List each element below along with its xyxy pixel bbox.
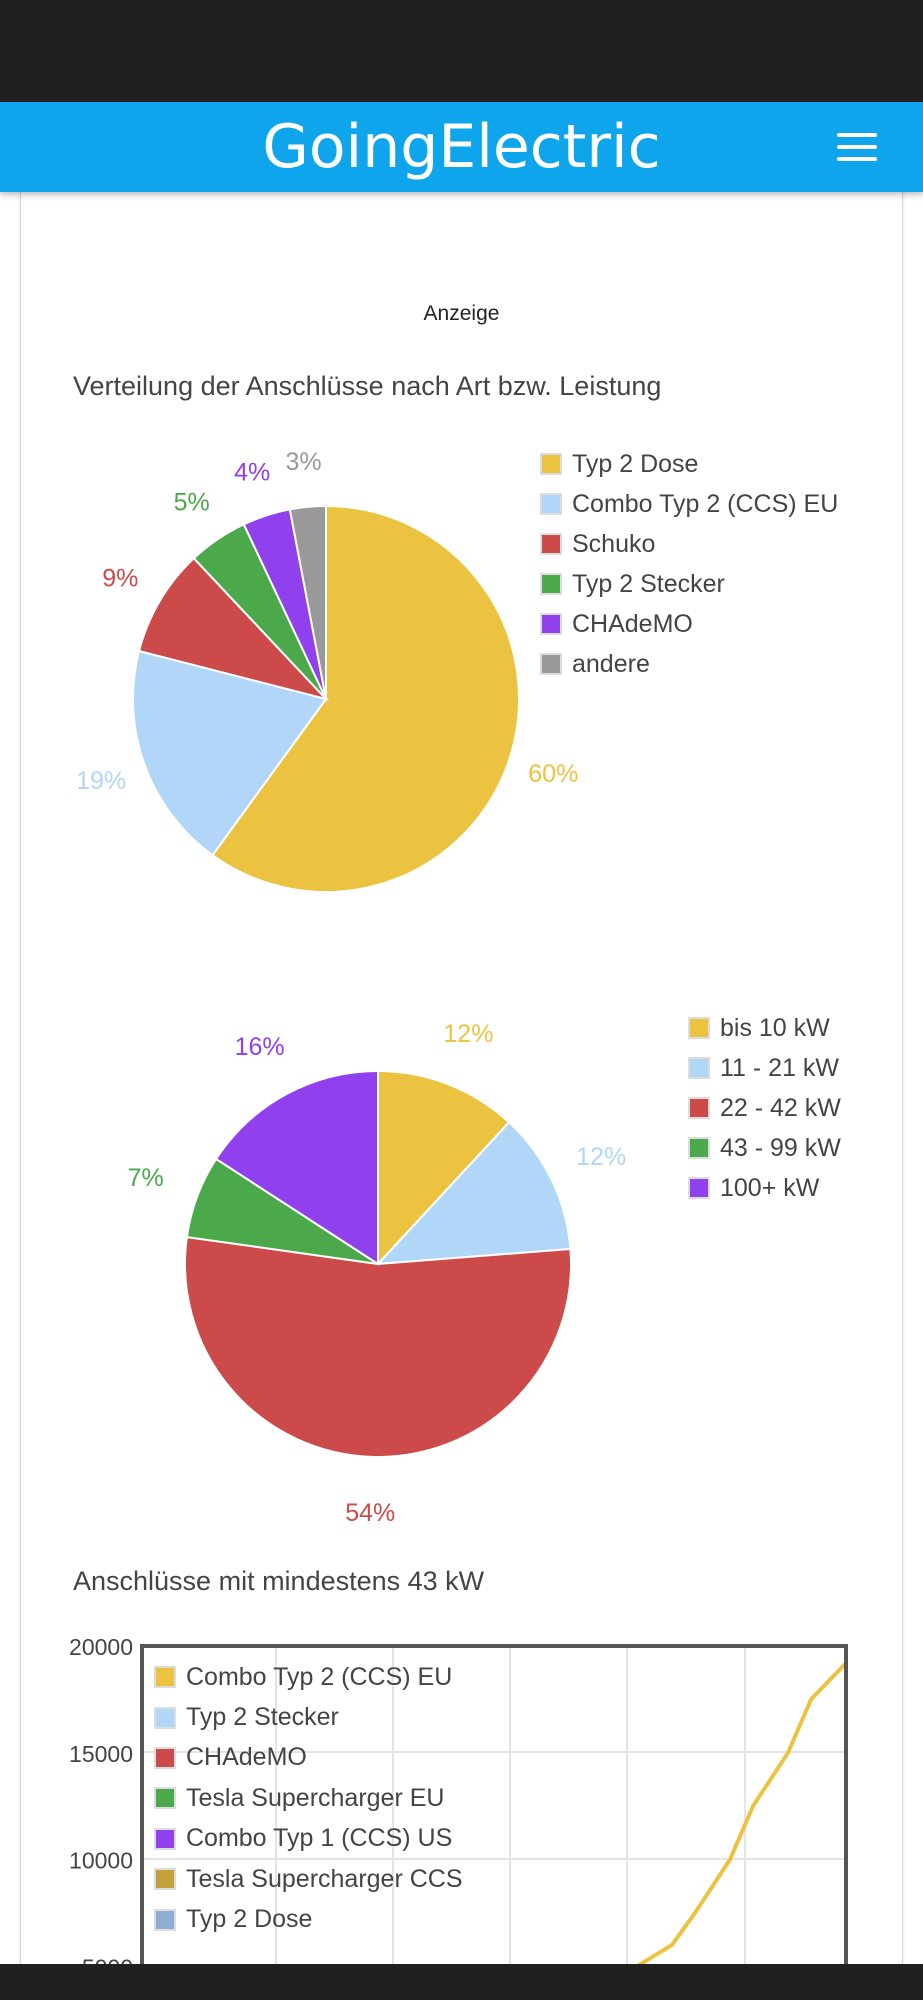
legend-line-chart: Combo Typ 2 (CCS) EU Typ 2 Stecker CHAdeMO… <box>154 1657 463 1940</box>
navigation-bar <box>0 1964 923 2000</box>
legend-label: Tesla Supercharger CCS <box>186 1864 463 1893</box>
legend-swatch <box>154 1868 176 1891</box>
legend-label: Typ 2 Stecker <box>186 1703 339 1732</box>
legend3-item-combo-typ-2-ccs-eu[interactable]: Combo Typ 2 (CCS) EU <box>154 1657 463 1697</box>
legend1-item-chademo[interactable]: CHAdeMO <box>540 604 838 644</box>
hamburger-menu-icon[interactable] <box>832 127 882 167</box>
legend-swatch <box>154 1908 176 1931</box>
legend-swatch <box>540 613 562 635</box>
app-header: GoingElectric <box>0 102 923 192</box>
legend2-item-bis-10-kw[interactable]: bis 10 kW <box>688 1008 841 1048</box>
legend1-item-typ-2-stecker[interactable]: Typ 2 Stecker <box>540 564 838 604</box>
legend3-item-typ-2-dose[interactable]: Typ 2 Dose <box>154 1899 463 1939</box>
legend-swatch <box>540 453 562 475</box>
legend-swatch <box>540 573 562 595</box>
legend3-item-chademo[interactable]: CHAdeMO <box>154 1738 463 1778</box>
legend1-item-schuko[interactable]: Schuko <box>540 524 838 564</box>
legend-label: Typ 2 Dose <box>186 1905 313 1934</box>
legend-label: 100+ kW <box>720 1173 820 1202</box>
legend1-item-combo-typ-2-ccs-eu[interactable]: Combo Typ 2 (CCS) EU <box>540 484 838 524</box>
legend1-item-andere[interactable]: andere <box>540 644 838 684</box>
legend-swatch <box>154 1787 176 1810</box>
section-title-distribution: Verteilung der Anschlüsse nach Art bzw. … <box>73 371 662 401</box>
legend-swatch <box>154 1666 176 1689</box>
legend2-item-100-kw[interactable]: 100+ kW <box>688 1168 841 1208</box>
legend3-item-typ-2-stecker[interactable]: Typ 2 Stecker <box>154 1697 463 1737</box>
legend2-item-11-21-kw[interactable]: 11 - 21 kW <box>688 1048 841 1088</box>
legend-swatch <box>154 1706 176 1729</box>
legend-swatch <box>688 1097 710 1119</box>
legend2-item-43-99-kw[interactable]: 43 - 99 kW <box>688 1128 841 1168</box>
legend-label: Tesla Supercharger EU <box>186 1783 445 1812</box>
legend-swatch <box>688 1057 710 1079</box>
legend-label: CHAdeMO <box>572 609 693 638</box>
legend-swatch <box>540 493 562 515</box>
legend-swatch <box>154 1827 176 1850</box>
app-title[interactable]: GoingElectric <box>262 112 661 182</box>
legend-label: Schuko <box>572 529 656 558</box>
status-bar <box>0 0 923 102</box>
legend-label: 11 - 21 kW <box>720 1053 840 1082</box>
legend-label: bis 10 kW <box>720 1013 830 1042</box>
legend-label: Typ 2 Dose <box>572 449 699 478</box>
legend3-item-tesla-supercharger-ccs[interactable]: Tesla Supercharger CCS <box>154 1859 463 1899</box>
legend2-item-22-42-kw[interactable]: 22 - 42 kW <box>688 1088 841 1128</box>
legend-label: andere <box>572 649 650 678</box>
legend3-item-combo-typ-1-ccs-us[interactable]: Combo Typ 1 (CCS) US <box>154 1819 463 1859</box>
legend3-item-tesla-supercharger-eu[interactable]: Tesla Supercharger EU <box>154 1778 463 1818</box>
section-title-43kw: Anschlüsse mit mindestens 43 kW <box>73 1566 485 1596</box>
legend-label: Typ 2 Stecker <box>572 569 725 598</box>
legend-label: 43 - 99 kW <box>720 1133 841 1162</box>
legend-swatch <box>154 1746 176 1769</box>
legend-label: Combo Typ 2 (CCS) EU <box>572 489 839 518</box>
legend-label: Combo Typ 2 (CCS) EU <box>186 1662 453 1691</box>
legend1-item-typ-2-dose[interactable]: Typ 2 Dose <box>540 444 838 484</box>
legend-swatch <box>540 533 562 555</box>
legend-connector-types: Typ 2 Dose Combo Typ 2 (CCS) EU Schuko Typ … <box>540 444 838 684</box>
legend-label: Combo Typ 1 (CCS) US <box>186 1824 453 1853</box>
legend-label: 22 - 42 kW <box>720 1093 841 1122</box>
legend-label: CHAdeMO <box>186 1743 307 1772</box>
legend-swatch <box>688 1177 710 1199</box>
legend-swatch <box>688 1137 710 1159</box>
legend-swatch <box>540 653 562 675</box>
legend-swatch <box>688 1017 710 1039</box>
legend-power-classes: bis 10 kW 11 - 21 kW 22 - 42 kW 43 - 99 kW 1… <box>688 1008 841 1208</box>
ad-label: Anzeige <box>423 302 500 325</box>
